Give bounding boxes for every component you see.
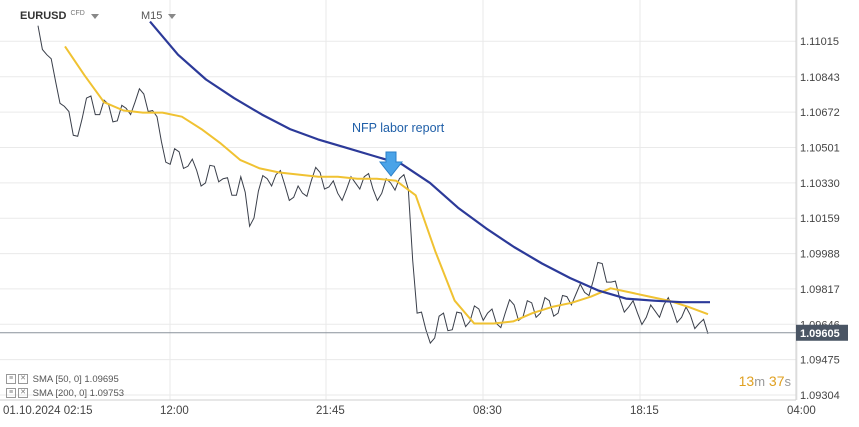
- y-tick-label: 1.10843: [800, 72, 840, 84]
- sma50-line: [64, 45, 709, 325]
- y-tick-label: 1.09988: [800, 249, 840, 261]
- x-tick-label: 18:15: [630, 405, 659, 417]
- current-price-badge: [796, 324, 848, 341]
- legend-label: SMA [50, 0] 1.09695: [32, 374, 119, 385]
- timeframe-selector[interactable]: M15: [141, 10, 177, 22]
- sma200-line: [149, 20, 710, 304]
- menu-icon[interactable]: ≡: [6, 388, 16, 399]
- menu-icon[interactable]: ≡: [6, 374, 16, 385]
- y-tick-label: 1.09304: [800, 390, 840, 402]
- countdown-s-unit: s: [784, 374, 792, 389]
- x-tick-label: 04:00: [787, 405, 816, 417]
- countdown-m-unit: m: [754, 374, 766, 389]
- chevron-down-icon: [168, 13, 177, 19]
- y-tick-label: 1.09475: [800, 355, 840, 367]
- y-tick-label: 1.10672: [800, 107, 840, 119]
- annotation-label: NFP labor report: [352, 121, 445, 135]
- close-icon[interactable]: ✕: [18, 388, 28, 399]
- countdown-minutes: 13: [738, 373, 755, 389]
- y-tick-label: 1.09817: [800, 284, 840, 296]
- symbol-selector[interactable]: EURUSD CFD: [20, 10, 99, 22]
- candle-countdown: 13m 37s: [739, 373, 791, 389]
- timeframe-label: M15: [141, 10, 163, 22]
- close-icon[interactable]: ✕: [18, 374, 28, 385]
- current-price-label: 1.09605: [800, 328, 840, 340]
- x-tick-label: 12:00: [160, 405, 189, 417]
- x-tick-label: 01.10.2024 02:15: [3, 405, 93, 417]
- arrow-down-icon: [378, 151, 404, 177]
- y-tick-label: 1.10330: [800, 178, 840, 190]
- y-tick-label: 1.10501: [800, 143, 840, 155]
- x-tick-label: 08:30: [473, 405, 502, 417]
- countdown-seconds: 37: [768, 373, 785, 389]
- x-tick-label: 21:45: [316, 405, 345, 417]
- symbol-tag: CFD: [70, 10, 85, 17]
- legend-item-sma50[interactable]: ≡ ✕ SMA [50, 0] 1.09695: [6, 374, 119, 385]
- legend-item-sma200[interactable]: ≡ ✕ SMA [200, 0] 1.09753: [6, 388, 124, 399]
- price-series: [37, 25, 709, 345]
- symbol-label: EURUSD: [20, 10, 67, 22]
- legend-label: SMA [200, 0] 1.09753: [32, 388, 125, 399]
- y-tick-label: 1.10159: [800, 213, 840, 225]
- y-tick-label: 1.11015: [800, 36, 839, 48]
- chevron-down-icon: [90, 13, 99, 19]
